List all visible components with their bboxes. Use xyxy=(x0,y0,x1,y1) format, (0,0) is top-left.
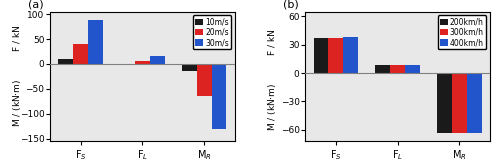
Bar xyxy=(390,66,405,73)
Text: F / kN: F / kN xyxy=(268,29,276,55)
Bar xyxy=(58,59,73,64)
Bar xyxy=(314,38,328,73)
Text: (a): (a) xyxy=(28,0,44,9)
Bar xyxy=(135,61,150,64)
Legend: 200km/h, 300km/h, 400km/h: 200km/h, 300km/h, 400km/h xyxy=(438,15,486,49)
Bar xyxy=(376,66,390,73)
Bar xyxy=(437,73,452,133)
Bar xyxy=(73,44,88,64)
Bar xyxy=(182,64,197,71)
Bar xyxy=(467,73,481,133)
Bar xyxy=(212,64,226,129)
Legend: 10m/s, 20m/s, 30m/s: 10m/s, 20m/s, 30m/s xyxy=(193,15,231,49)
Text: M / (kN$\cdot$m): M / (kN$\cdot$m) xyxy=(10,78,22,127)
Bar xyxy=(343,37,358,73)
Bar xyxy=(150,56,164,64)
Bar xyxy=(452,73,467,133)
Bar xyxy=(405,66,420,73)
Bar xyxy=(88,20,103,64)
Bar xyxy=(197,64,212,96)
Bar xyxy=(120,64,135,65)
Text: (b): (b) xyxy=(283,0,298,9)
Text: M / (kN$\cdot$m): M / (kN$\cdot$m) xyxy=(266,83,278,131)
Text: F / kN: F / kN xyxy=(12,25,21,51)
Bar xyxy=(328,38,343,73)
